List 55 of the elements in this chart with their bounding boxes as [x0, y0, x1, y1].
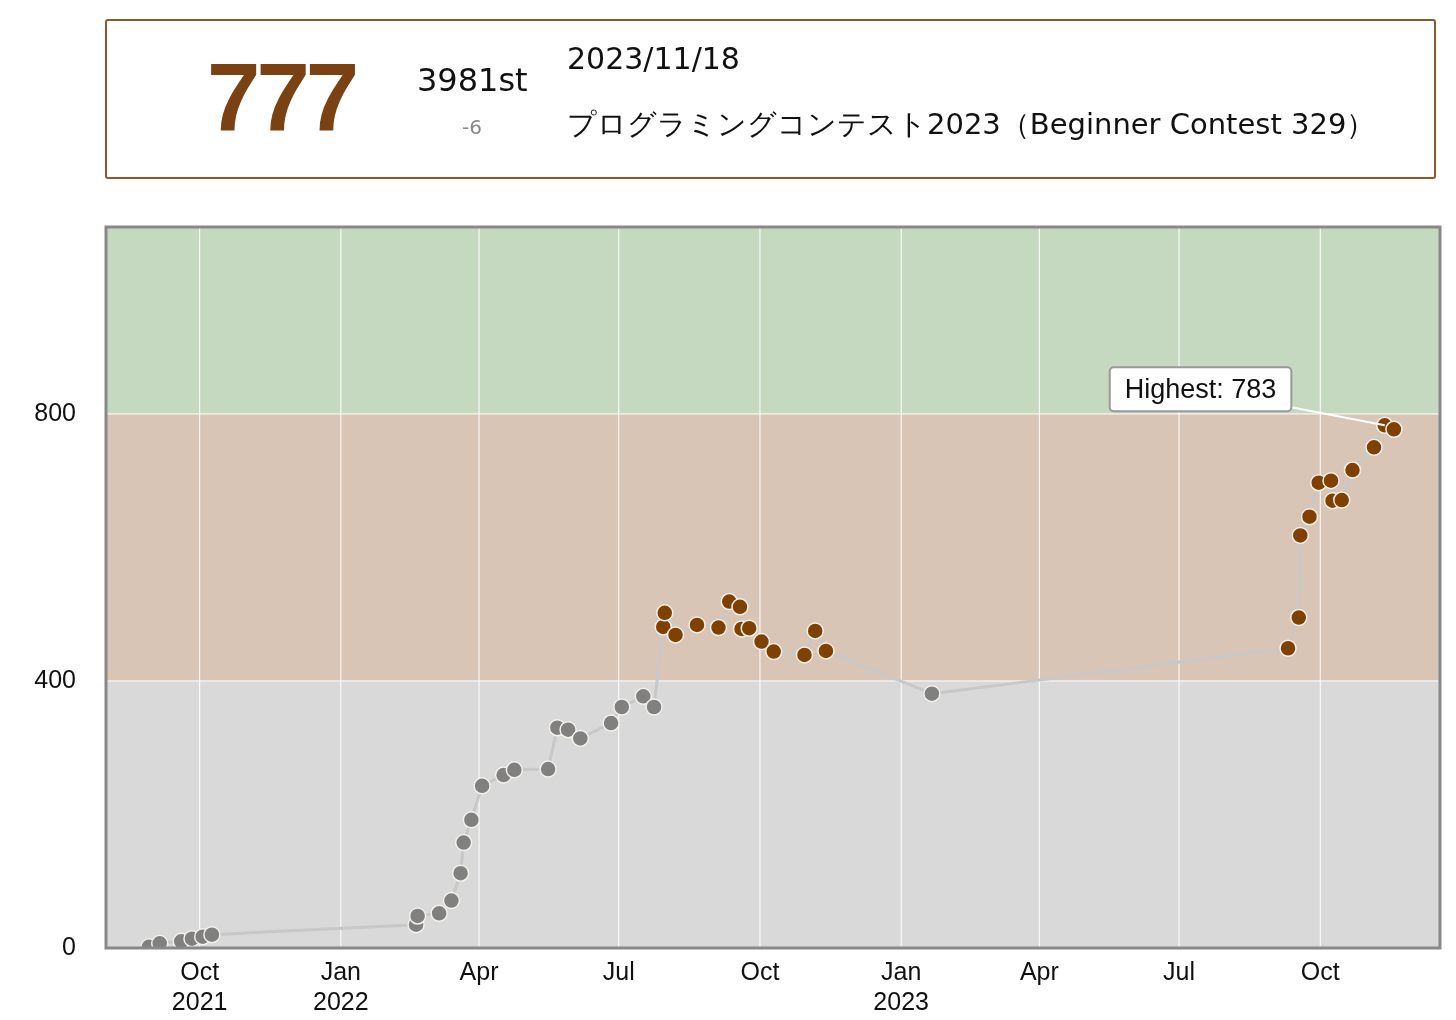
x-tick-label: Jan 2023 — [873, 956, 929, 1015]
point — [806, 622, 824, 640]
point — [408, 907, 427, 925]
point — [430, 904, 448, 923]
x-tick-label: Apr — [459, 956, 499, 985]
y-tick-label: 0 — [62, 931, 76, 960]
point — [1279, 639, 1297, 657]
point — [505, 761, 524, 779]
point — [1291, 526, 1310, 545]
point — [539, 760, 557, 778]
text: 777 — [207, 43, 356, 153]
text: -6 — [462, 115, 482, 139]
point — [451, 864, 470, 882]
point — [731, 598, 749, 616]
point — [473, 777, 491, 795]
point — [923, 684, 941, 703]
point — [442, 891, 461, 910]
point — [709, 618, 728, 637]
point — [1343, 461, 1362, 479]
point — [817, 642, 835, 660]
point — [645, 698, 663, 716]
y-tick-label: 800 — [34, 397, 76, 426]
point — [752, 632, 771, 651]
x-tick-label: Jul — [1163, 956, 1196, 985]
point — [634, 687, 653, 706]
point — [613, 698, 631, 716]
point — [666, 626, 685, 644]
point — [1333, 491, 1351, 509]
x-tick-label: Oct — [1300, 956, 1340, 985]
text: 3981st — [417, 61, 528, 99]
annotation: Highest: 783 — [1124, 373, 1277, 404]
point — [1322, 471, 1340, 490]
point — [1300, 507, 1319, 526]
point — [571, 729, 590, 748]
point — [795, 646, 814, 664]
y-tick-label: 400 — [34, 664, 76, 693]
point — [1385, 420, 1403, 439]
x-tick-label: Apr — [1019, 956, 1059, 985]
point — [765, 642, 783, 661]
x-tick-label: Oct 2021 — [171, 956, 228, 1015]
point — [656, 604, 674, 622]
point — [203, 925, 221, 944]
point — [1365, 438, 1383, 457]
text: 2023/11/18 — [567, 41, 740, 76]
point — [462, 811, 481, 829]
point — [1290, 608, 1308, 627]
point — [740, 619, 758, 637]
x-tick-label: Jan 2022 — [313, 956, 369, 1015]
point — [559, 720, 577, 739]
point — [688, 616, 706, 634]
point — [602, 714, 620, 732]
text: プログラミングコンテスト2023（Beginner Contest 329） — [567, 106, 1376, 143]
point — [454, 833, 473, 852]
x-tick-label: Jul — [602, 956, 635, 985]
x-tick-label: Oct — [740, 956, 780, 985]
